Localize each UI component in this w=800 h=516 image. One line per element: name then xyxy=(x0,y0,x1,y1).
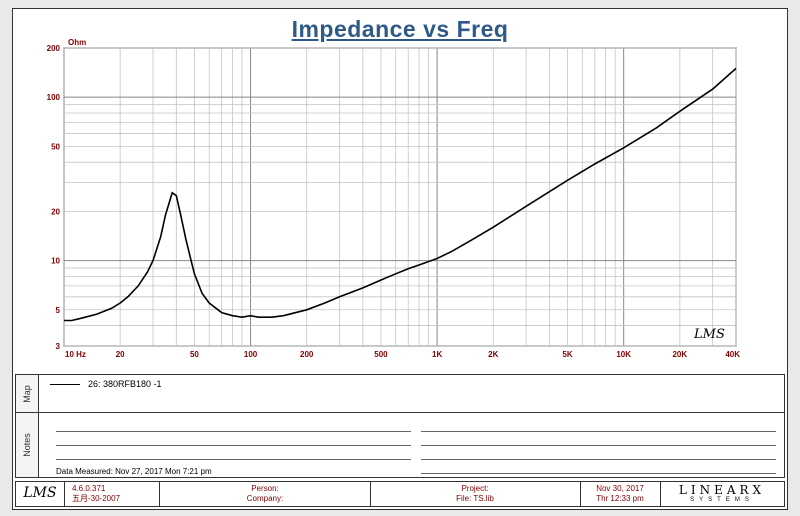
project-label: Project: xyxy=(461,484,489,493)
footer-brand-cell: LINEARX SYSTEMS xyxy=(660,482,784,506)
map-sidebar: Map xyxy=(16,375,39,413)
y-tick-label: 10 xyxy=(51,257,60,266)
footer-logo: LMS xyxy=(23,485,57,501)
note-line xyxy=(421,445,776,446)
chart-title: Impedance vs Freq xyxy=(291,16,509,42)
x-tick-label: 500 xyxy=(374,350,388,359)
y-tick-label: 50 xyxy=(51,142,60,151)
legend-entry: 26: 380RFB180 -1 xyxy=(88,379,162,389)
company-label: Company: xyxy=(246,494,284,503)
note-line xyxy=(56,431,411,432)
tick-labels: 10 Hz 20 50 100 200 500 1K 2K 5K 10K 20K 40K 3 5 10 20 5… xyxy=(47,44,741,359)
footer-time: Thr 12:33 pm xyxy=(596,494,644,503)
note-line xyxy=(421,459,776,460)
y-tick-label: 100 xyxy=(47,93,61,102)
brand-logo: LINEARX xyxy=(678,483,766,497)
x-tick-label: 20K xyxy=(672,350,687,359)
x-tick-label: 100 xyxy=(244,350,258,359)
footer-person-cell: Person: Company: xyxy=(160,482,371,506)
footer-version-cell: 4.6.0.371 五月-30-2007 xyxy=(64,482,160,506)
plot-area xyxy=(63,47,737,347)
notes-sidebar: Notes xyxy=(16,413,39,477)
notes-label: Notes xyxy=(22,433,32,457)
data-measured: Data Measured: Nov 27, 2017 Mon 7:21 pm xyxy=(56,467,212,476)
watermark: LMS xyxy=(693,327,725,342)
grid xyxy=(63,47,737,347)
version: 4.6.0.371 xyxy=(72,484,106,493)
version-date: 五月-30-2007 xyxy=(72,494,121,503)
note-line xyxy=(56,459,411,460)
x-tick-label: 40K xyxy=(725,350,740,359)
map-panel: Map 26: 380RFB180 -1 xyxy=(15,374,785,414)
note-line xyxy=(56,445,411,446)
y-axis-unit: Ohm xyxy=(68,38,86,47)
footer-project-cell: Project: File: TS.lib xyxy=(370,482,581,506)
notes-panel: Notes Data Measured: Nov 27, 2017 Mon 7:… xyxy=(15,412,785,478)
person-label: Person: xyxy=(251,484,279,493)
footer: LMS 4.6.0.371 五月-30-2007 Person: Company… xyxy=(15,481,785,507)
note-line xyxy=(421,431,776,432)
y-tick-label: 3 xyxy=(56,342,61,351)
footer-date-cell: Nov 30, 2017 Thr 12:33 pm xyxy=(580,482,661,506)
brand-sub: SYSTEMS xyxy=(690,497,754,503)
y-tick-label: 5 xyxy=(56,306,61,315)
note-line xyxy=(421,473,776,474)
y-tick-label: 20 xyxy=(51,207,60,216)
x-tick-label: 200 xyxy=(300,350,314,359)
x-tick-label: 5K xyxy=(562,350,572,359)
file-label: File: TS.lib xyxy=(456,494,494,503)
series-line xyxy=(64,67,737,322)
map-label: Map xyxy=(22,385,32,403)
x-tick-label: 2K xyxy=(488,350,498,359)
x-tick-label: 10 Hz xyxy=(65,350,86,359)
legend-swatch xyxy=(50,384,80,385)
x-tick-label: 20 xyxy=(116,350,125,359)
x-tick-label: 10K xyxy=(616,350,631,359)
x-tick-label: 50 xyxy=(190,350,199,359)
footer-logo-cell: LMS xyxy=(16,482,65,506)
footer-date: Nov 30, 2017 xyxy=(596,484,644,493)
y-tick-label: 200 xyxy=(47,44,61,53)
x-tick-label: 1K xyxy=(432,350,442,359)
